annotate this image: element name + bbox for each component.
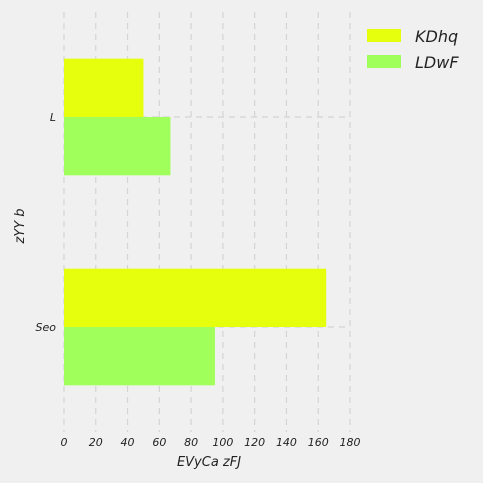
x-tick-label: 0 xyxy=(61,436,68,449)
legend-swatch xyxy=(367,55,401,68)
bar-KDhq-Seo xyxy=(64,268,327,327)
x-tick-label: 140 xyxy=(276,436,297,449)
y-axis-categories: L Seo xyxy=(36,111,57,334)
bar-LDwF-Seo xyxy=(64,327,215,386)
x-axis-ticks: 0 20 40 60 80 100 120 140 160 180 xyxy=(61,436,361,449)
legend-label: LDwF xyxy=(415,53,459,72)
legend-label: KDhq xyxy=(415,27,458,46)
x-tick-label: 40 xyxy=(121,436,135,449)
x-tick-label: 180 xyxy=(340,436,361,449)
x-tick-label: 160 xyxy=(308,436,329,449)
x-tick-label: 120 xyxy=(244,436,265,449)
legend: KDhq LDwF xyxy=(367,27,459,72)
x-tick-label: 20 xyxy=(89,436,103,449)
x-tick-label: 100 xyxy=(212,436,233,449)
bars xyxy=(64,58,327,386)
legend-swatch xyxy=(367,29,401,42)
category-label: L xyxy=(50,111,56,124)
bar-LDwF-L xyxy=(64,117,171,176)
x-axis-label: EVyCa zFJ xyxy=(177,455,241,470)
category-label: Seo xyxy=(36,321,57,334)
x-tick-label: 60 xyxy=(152,436,166,449)
x-tick-label: 80 xyxy=(184,436,198,449)
y-axis-label: zYY b xyxy=(13,208,28,244)
bar-KDhq-L xyxy=(64,58,144,117)
